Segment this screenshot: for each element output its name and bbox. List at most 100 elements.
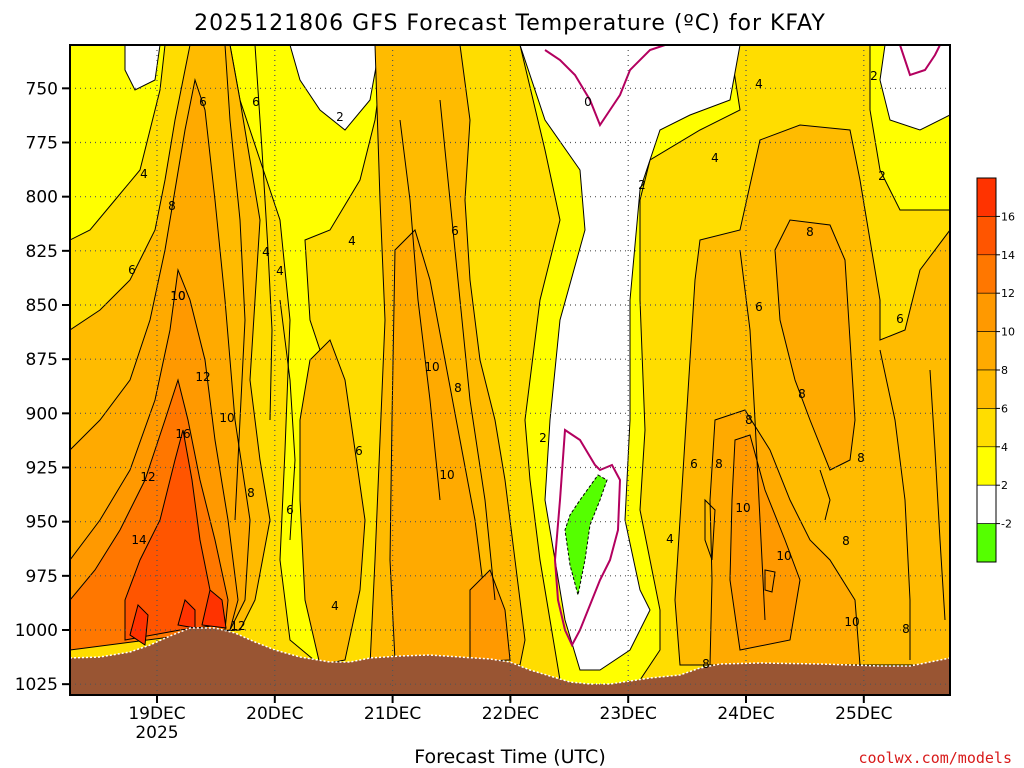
contour-label: 12 <box>195 370 210 384</box>
contour-label: 2 <box>870 69 878 83</box>
y-tick-label: 750 <box>26 79 58 99</box>
band-8-10-center <box>389 229 486 661</box>
colorbar-label: -2 <box>1001 518 1012 531</box>
terrain <box>70 628 950 695</box>
y-tick-label: 925 <box>26 459 58 479</box>
contour-label: 10 <box>424 360 439 374</box>
band-8-10-right <box>774 219 856 471</box>
x-tick-label: 20DEC <box>246 704 303 724</box>
contour-label: 6 <box>690 457 698 471</box>
contour-label: 6 <box>451 224 459 238</box>
y-tick-label: 1000 <box>15 621 58 641</box>
contour-label: 8 <box>806 225 814 239</box>
band-2-4-left <box>70 45 166 241</box>
contour-label: 8 <box>798 387 806 401</box>
y-tick-label: 800 <box>26 188 58 208</box>
contour-label: 8 <box>842 534 850 548</box>
colorbar-label: 2 <box>1001 479 1008 492</box>
contour-label: 14 <box>131 533 146 547</box>
credit-text: coolwx.com/models <box>858 749 1012 767</box>
contour-label: 4 <box>711 151 719 165</box>
contour-label: 0 <box>584 95 592 109</box>
contour-label: 10 <box>776 549 791 563</box>
contour-label: 8 <box>715 457 723 471</box>
band-16-plus-left <box>129 604 149 646</box>
contour-label: 8 <box>702 657 710 671</box>
x-tick-label: 22DEC <box>482 704 539 724</box>
contour-label: 8 <box>902 622 910 636</box>
zero-contour-top <box>544 45 666 128</box>
contour-label: 4 <box>276 264 284 278</box>
contour-label: 8 <box>454 381 462 395</box>
contour-label: 4 <box>331 599 339 613</box>
colorbar-swatch <box>976 254 997 294</box>
colorbar-label: 14 <box>1001 249 1015 262</box>
contour-label: 2 <box>539 431 547 445</box>
colorbar-swatch <box>976 523 997 563</box>
colorbar-swatch <box>976 216 997 256</box>
y-axis: 750 775 800 825 850 875 900 925 950 975 1000 1025 <box>15 79 70 695</box>
band-14-16-left <box>124 429 221 641</box>
band-0-2-top-mid <box>289 45 381 131</box>
x-axis-label: Forecast Time (UTC) <box>414 746 605 768</box>
contour-label: 8 <box>247 486 255 500</box>
contour-label: 10 <box>219 411 234 425</box>
band-16-plus-left-2 <box>177 599 196 629</box>
chart-title: 2025121806 GFS Forecast Temperature (ºC)… <box>194 11 826 36</box>
contour-label: 4 <box>666 532 674 546</box>
contour-label: 4 <box>348 234 356 248</box>
y-tick-label: 1025 <box>15 675 58 695</box>
colorbar-label: 4 <box>1001 441 1008 454</box>
contour-label: 6 <box>355 444 363 458</box>
x-tick-label: 24DEC <box>717 704 774 724</box>
contour-label: 8 <box>857 451 865 465</box>
contour-label: 16 <box>175 427 190 441</box>
y-tick-label: 875 <box>26 350 58 370</box>
colorbar-swatch <box>976 446 997 486</box>
contour-label: 6 <box>755 300 763 314</box>
contour-label: 6 <box>896 312 904 326</box>
extra-contours <box>224 45 946 660</box>
colorbar-swatch <box>976 292 997 332</box>
contour-label: 6 <box>252 95 260 109</box>
colorbar-swatch <box>976 408 997 448</box>
colorbar-label: 6 <box>1001 402 1008 415</box>
contour-label: 2 <box>878 169 886 183</box>
contour-label: 8 <box>745 413 753 427</box>
contour-label: 6 <box>128 263 136 277</box>
colorbar-swatch <box>976 331 997 371</box>
contour-label: 10 <box>439 468 454 482</box>
contour-label: 10 <box>844 615 859 629</box>
zero-contour-center <box>553 428 622 648</box>
gridlines <box>70 45 950 695</box>
contour-label: 8 <box>168 199 176 213</box>
terrain-edge <box>70 627 950 685</box>
x-tick-label: 23DEC <box>600 704 657 724</box>
contour-label: 12 <box>230 619 245 633</box>
x-tick-label: 19DEC <box>128 704 185 724</box>
colorbar-frame <box>976 177 997 563</box>
colorbar-swatch <box>976 369 997 409</box>
contour-label: 12 <box>140 470 155 484</box>
x-tick-label: 21DEC <box>364 704 421 724</box>
contour-label: 6 <box>286 503 294 517</box>
band-6-8-mid <box>299 339 366 666</box>
y-tick-label: 975 <box>26 567 58 587</box>
colorbar-swatch <box>976 484 997 524</box>
contour-label: 4 <box>140 167 148 181</box>
y-tick-label: 850 <box>26 296 58 316</box>
band-10-12-center <box>469 569 511 663</box>
contour-label: 6 <box>199 95 207 109</box>
colorbar-swatch <box>976 177 997 217</box>
colorbar: 16 14 12 10 8 6 4 2 -2 <box>976 177 1015 563</box>
y-tick-label: 950 <box>26 513 58 533</box>
band-0-2-top-left <box>124 45 161 91</box>
y-tick-label: 825 <box>26 242 58 262</box>
zero-contour-top-right <box>899 45 941 77</box>
y-tick-label: 775 <box>26 134 58 154</box>
band-0-2-top-right <box>879 45 950 131</box>
colorbar-label: 16 <box>1001 210 1015 223</box>
